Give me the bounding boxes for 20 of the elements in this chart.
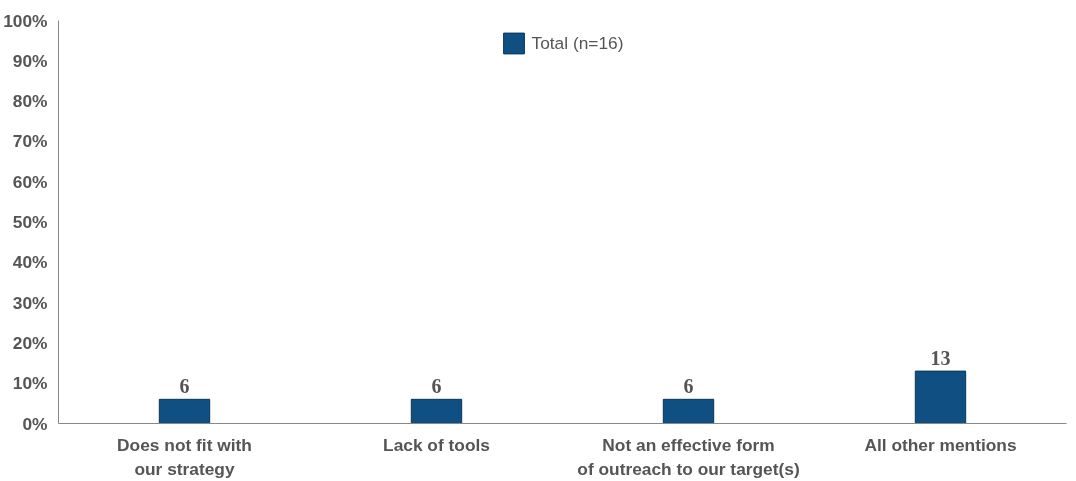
data-label: 6 xyxy=(431,375,442,398)
legend-label: Total (n=16) xyxy=(531,32,624,54)
x-tick-label: Not an effective form of outreach to our target(s) xyxy=(577,434,800,479)
y-tick-label: 80% xyxy=(12,91,48,112)
x-tick-label: Lack of tools xyxy=(383,434,490,455)
y-tick-label: 10% xyxy=(12,373,48,394)
x-tick-label: All other mentions xyxy=(864,434,1017,455)
y-tick-label: 0% xyxy=(22,413,48,434)
y-tick-label: 60% xyxy=(12,171,48,192)
y-tick-label: 40% xyxy=(12,252,48,273)
data-label: 6 xyxy=(683,375,694,398)
y-tick-label: 30% xyxy=(12,292,48,313)
y-tick-label: 50% xyxy=(12,212,48,232)
y-tick-label: 100% xyxy=(3,10,48,31)
y-tick-label: 20% xyxy=(12,332,48,353)
y-tick-label: 90% xyxy=(12,50,48,71)
data-label: 6 xyxy=(179,375,190,398)
data-label: 13 xyxy=(930,347,951,370)
y-tick-label: 70% xyxy=(12,131,48,152)
x-tick-label: Does not fit with our strategy xyxy=(117,434,252,479)
